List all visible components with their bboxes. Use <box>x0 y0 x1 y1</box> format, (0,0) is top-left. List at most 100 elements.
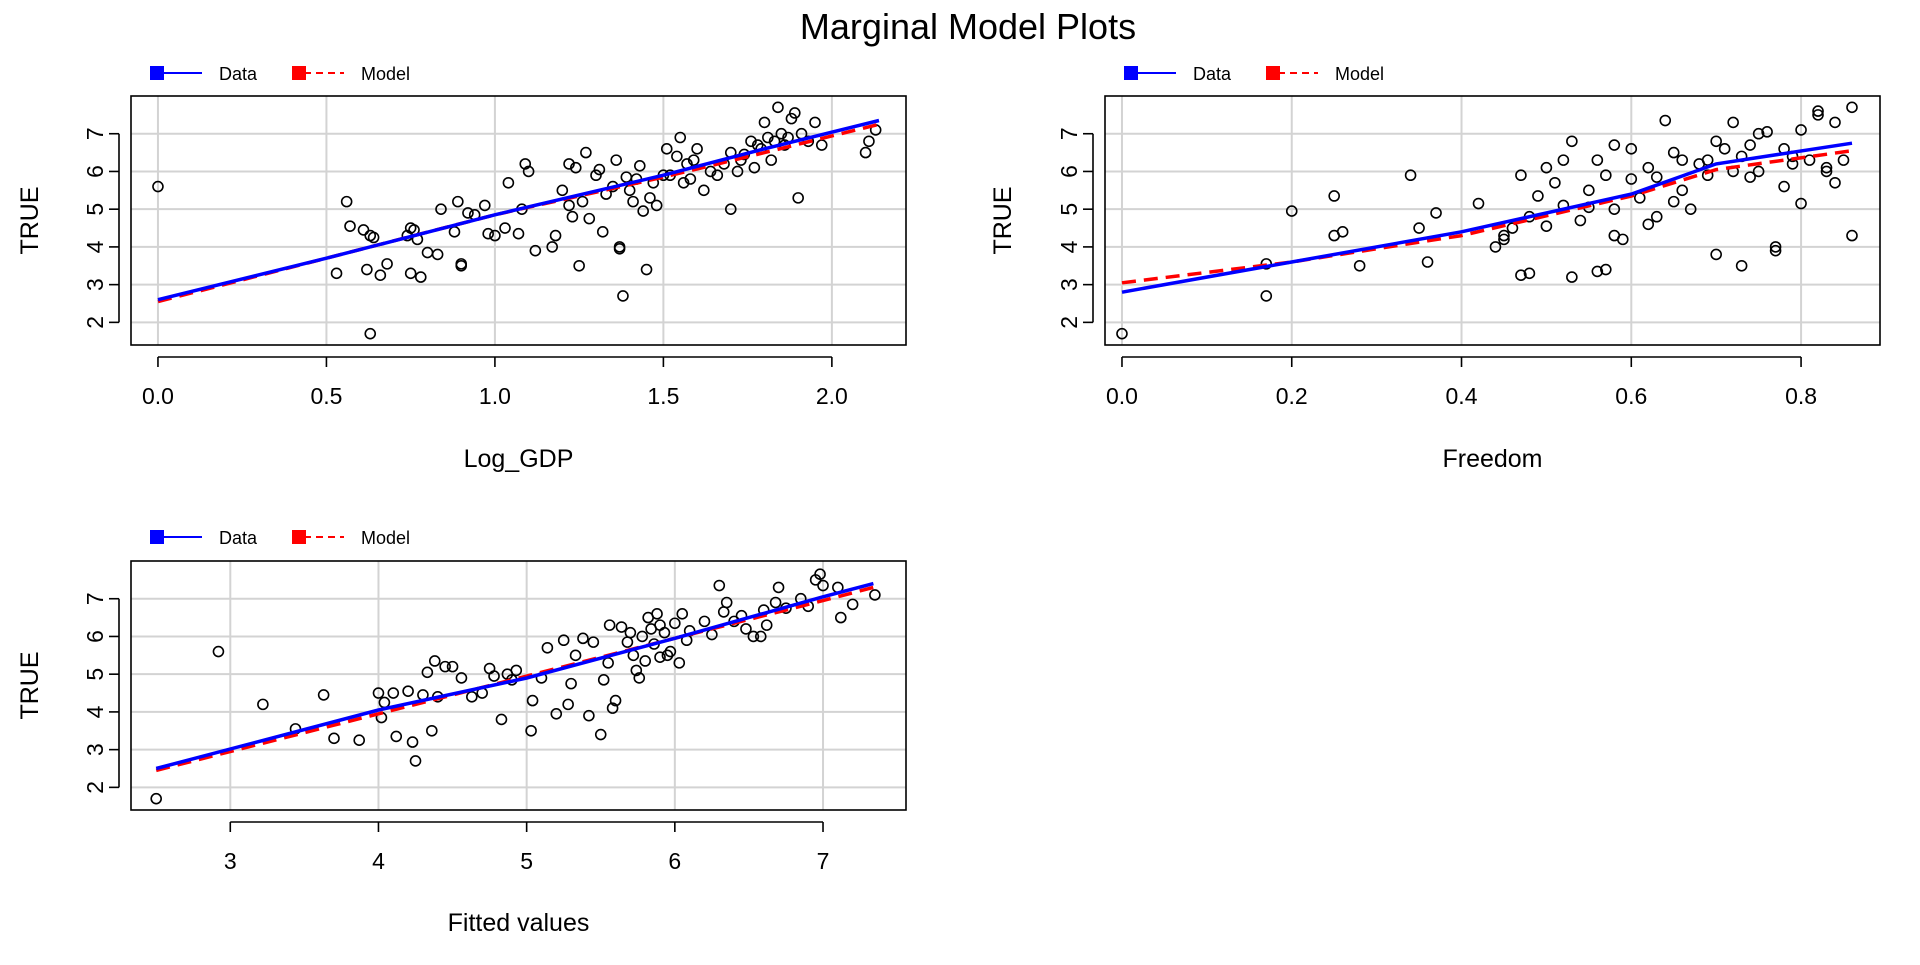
legend-label: Model <box>361 64 410 84</box>
data-point <box>387 687 400 699</box>
data-point <box>1701 169 1714 182</box>
data-point <box>428 655 441 667</box>
data-point <box>1260 290 1273 302</box>
y-tick-label: 2 <box>1056 316 1082 329</box>
x-tick-label: 6 <box>668 848 681 874</box>
x-tick-label: 0.8 <box>1785 383 1817 409</box>
legend: Data Model <box>150 64 410 84</box>
data-point <box>772 101 784 114</box>
legend-item-model: Model <box>292 64 410 84</box>
data-point <box>846 598 859 611</box>
data-point <box>623 184 636 197</box>
x-tick-label: 1.0 <box>479 383 511 409</box>
data-point <box>606 702 619 714</box>
data-point <box>769 596 782 609</box>
data-point <box>630 664 643 677</box>
data-point <box>1532 190 1544 202</box>
data-point <box>502 176 515 189</box>
data-point <box>526 694 539 707</box>
data-point <box>644 192 656 204</box>
data-point <box>633 672 646 684</box>
data-point <box>374 269 387 282</box>
fit-lines-group <box>155 581 874 773</box>
data-point <box>593 163 606 176</box>
points-group <box>150 568 881 805</box>
data-point <box>565 677 577 690</box>
data-point <box>620 171 633 183</box>
data-point <box>446 660 459 673</box>
data-smooth-line <box>1121 141 1853 294</box>
data-point <box>1515 269 1527 282</box>
data-point <box>550 707 563 720</box>
data-point <box>1735 259 1748 272</box>
data-point <box>1116 327 1128 340</box>
data-point <box>1421 256 1434 268</box>
data-point <box>1752 165 1765 178</box>
data-point <box>792 192 804 204</box>
data-point <box>1430 207 1442 219</box>
y-tick-label: 6 <box>82 630 108 643</box>
data-point <box>569 161 582 174</box>
data-point <box>1812 105 1824 117</box>
data-point <box>1710 135 1722 148</box>
data-point <box>1650 171 1663 183</box>
data-point <box>789 107 801 119</box>
data-point <box>1812 109 1824 121</box>
data-point <box>765 154 778 166</box>
data-point <box>724 203 737 215</box>
data-point <box>760 619 773 631</box>
data-point <box>431 248 444 261</box>
data-point <box>344 220 356 232</box>
data-point <box>817 579 829 592</box>
data-point <box>367 231 380 244</box>
data-point <box>698 184 710 197</box>
data-point <box>510 664 523 677</box>
data-point <box>541 641 554 654</box>
data-point <box>1413 222 1425 234</box>
data-point <box>1404 169 1417 182</box>
data-point <box>1642 161 1655 174</box>
data-point <box>340 195 353 208</box>
data-point <box>1829 176 1841 189</box>
plot-frame <box>130 560 907 811</box>
data-point <box>639 655 651 667</box>
data-point <box>717 606 730 618</box>
data-point <box>1718 143 1731 155</box>
data-point <box>1769 244 1782 257</box>
data-point <box>152 180 164 193</box>
points-group <box>1116 101 1858 340</box>
data-point <box>330 267 343 280</box>
data-point <box>1769 241 1782 253</box>
data-point <box>1710 248 1722 261</box>
data-point <box>809 116 821 129</box>
data-point <box>1761 126 1773 138</box>
data-point <box>488 670 500 682</box>
legend-label: Data <box>219 64 258 84</box>
data-point <box>1328 190 1340 202</box>
data-point <box>1625 173 1638 185</box>
data-point <box>590 169 602 182</box>
fit-lines-group <box>157 118 880 304</box>
data-point <box>426 724 438 737</box>
x-tick-label: 0.5 <box>310 383 342 409</box>
panel-1: 0.0 0.5 1.0 1.5 2.0 2 3 4 5 6 7 Log_GDP TRUE Data Mode… <box>16 64 907 473</box>
data-point <box>1846 229 1858 242</box>
data-point <box>1336 226 1349 238</box>
data-point <box>1837 154 1850 166</box>
legend: Data Model <box>1124 64 1384 84</box>
data-point <box>357 224 370 236</box>
data-point <box>1820 161 1833 174</box>
data-point <box>814 568 826 581</box>
data-point <box>740 623 752 635</box>
data-point <box>617 290 629 302</box>
data-point <box>1820 165 1833 178</box>
data-point <box>698 615 711 628</box>
y-axis-label: TRUE <box>16 186 44 254</box>
legend-item-data: Data <box>150 528 258 548</box>
data-point <box>669 617 681 630</box>
data-point <box>597 674 610 686</box>
data-point <box>691 143 703 155</box>
data-point <box>448 226 461 238</box>
data-point <box>1600 169 1612 182</box>
